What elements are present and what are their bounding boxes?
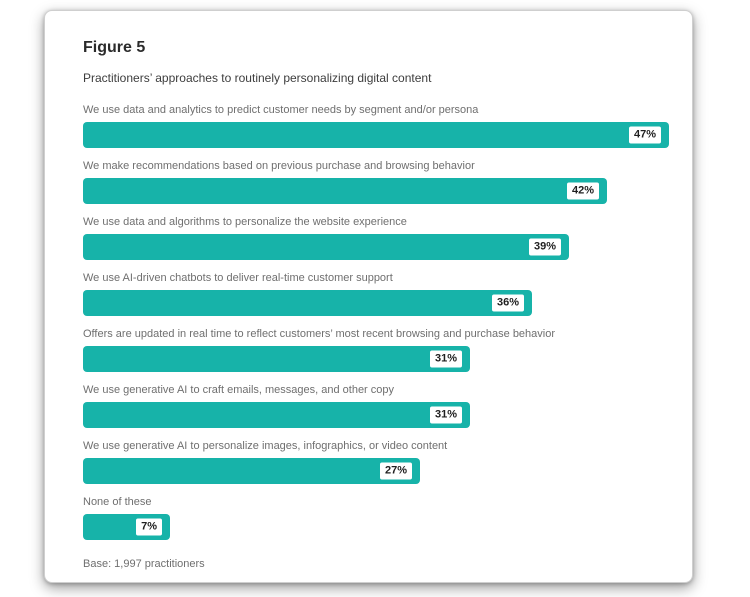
bar-label: We use AI-driven chatbots to deliver rea…	[83, 272, 393, 284]
bar-label: We use data and algorithms to personaliz…	[83, 216, 407, 228]
bar-value-badge: 39%	[528, 238, 561, 256]
bar-row: We use generative AI to craft emails, me…	[83, 384, 668, 428]
bar-row: We make recommendations based on previou…	[83, 160, 668, 204]
bar-value-badge: 7%	[136, 518, 162, 536]
bar-row: None of these 7%	[83, 496, 668, 540]
bar-label: We use generative AI to craft emails, me…	[83, 384, 395, 396]
bar-chart: We use data and analytics to predict cus…	[83, 104, 669, 540]
figure-card: Figure 5 Practitioners’ approaches to ro…	[44, 10, 693, 583]
bar: 31%	[83, 346, 470, 372]
bar: 27%	[83, 458, 420, 484]
bar-value-badge: 42%	[566, 182, 599, 200]
bar: 36%	[83, 290, 532, 316]
bar-label: We use generative AI to personalize imag…	[83, 440, 448, 452]
bar-value-badge: 47%	[628, 126, 661, 144]
bar: 47%	[83, 122, 669, 148]
bar-value-badge: 36%	[491, 294, 524, 312]
bar: 31%	[83, 402, 470, 428]
bar-value-badge: 27%	[379, 462, 412, 480]
figure-title: Figure 5	[83, 39, 146, 56]
bar-label: Offers are updated in real time to refle…	[83, 328, 556, 340]
bar-row: Offers are updated in real time to refle…	[83, 328, 668, 372]
bar-row: We use data and analytics to predict cus…	[83, 104, 669, 148]
bar-row: We use data and algorithms to personaliz…	[83, 216, 668, 260]
base-note: Base: 1,997 practitioners	[83, 558, 205, 570]
bar-value-badge: 31%	[429, 406, 462, 424]
bar-row: We use AI-driven chatbots to deliver rea…	[83, 272, 668, 316]
bar-label: None of these	[83, 496, 152, 508]
bar: 39%	[83, 234, 569, 260]
bar-label: We use data and analytics to predict cus…	[83, 104, 479, 116]
bar-row: We use generative AI to personalize imag…	[83, 440, 668, 484]
bar: 42%	[83, 178, 607, 204]
bar: 7%	[83, 514, 170, 540]
figure-subtitle: Practitioners’ approaches to routinely p…	[83, 71, 432, 85]
bar-label: We make recommendations based on previou…	[83, 160, 475, 172]
bar-value-badge: 31%	[429, 350, 462, 368]
